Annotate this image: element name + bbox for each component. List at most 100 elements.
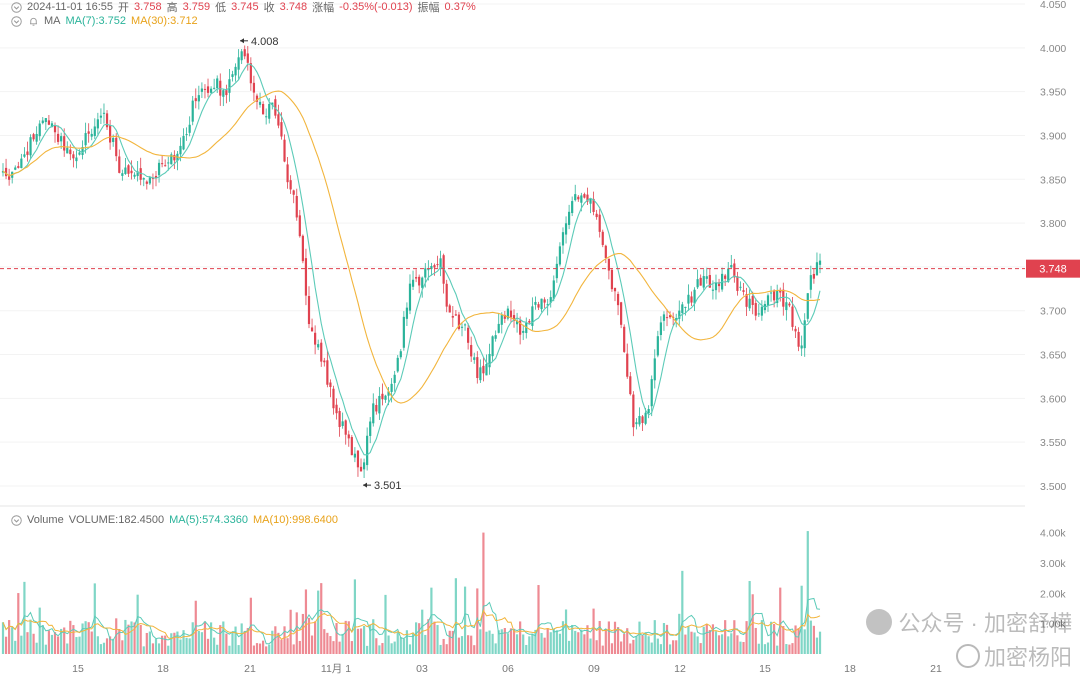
candle-body — [571, 201, 574, 214]
candle-body — [479, 367, 482, 381]
volume-bar — [690, 631, 693, 654]
candle-body — [115, 137, 118, 157]
candle-body — [500, 315, 503, 325]
volume-bar — [124, 619, 127, 654]
alert-bell-icon[interactable] — [27, 15, 39, 27]
time-tick-label: 15 — [72, 663, 84, 675]
volume-bar — [381, 643, 384, 654]
volume-bar — [705, 623, 708, 654]
volume-bar — [730, 633, 733, 654]
candle-body — [78, 152, 81, 155]
candle-body — [727, 268, 730, 282]
volume-bar — [314, 621, 317, 654]
candle-body — [515, 320, 519, 325]
ma-indicator-name[interactable]: MA — [44, 15, 61, 27]
volume-bar — [540, 633, 543, 654]
candle-body — [8, 176, 11, 180]
volume-bar — [194, 600, 197, 654]
volume-bar — [139, 624, 142, 654]
volume-bar — [574, 630, 577, 654]
volume-bar — [418, 623, 421, 654]
volume-bar — [519, 621, 522, 654]
change-label: 涨幅 — [312, 2, 335, 14]
volume-bar — [815, 637, 819, 654]
volume-bar — [372, 619, 375, 654]
candle-body — [485, 363, 488, 376]
volume-bar — [727, 636, 730, 654]
volume-bar — [525, 644, 528, 654]
high-marker-arrow — [240, 38, 244, 44]
candle-body — [497, 323, 500, 333]
volume-bar — [623, 634, 626, 654]
volume-bar — [200, 632, 203, 654]
volume-indicator-name[interactable]: Volume — [27, 514, 64, 526]
candle-body — [788, 303, 791, 306]
candle-body — [170, 154, 173, 165]
candle-body — [577, 196, 580, 200]
volume-bar — [399, 637, 402, 654]
candle-body — [687, 294, 690, 304]
volume-bar — [286, 638, 289, 654]
candle-body — [757, 313, 760, 315]
volume-bar — [347, 621, 350, 654]
time-tick-label: 21 — [244, 663, 256, 675]
candle-body — [809, 275, 812, 290]
volume-bar — [647, 636, 650, 654]
volume-bar — [63, 627, 66, 654]
volume-bar — [736, 635, 739, 654]
volume-bar — [280, 639, 283, 654]
volume-bar — [161, 635, 164, 654]
open-value: 3.758 — [134, 1, 162, 13]
volume-bar — [696, 636, 699, 654]
time-tick-label: 03 — [416, 663, 428, 675]
candle-body — [301, 235, 304, 262]
candle-body — [696, 279, 699, 288]
candle-body — [754, 303, 757, 316]
volume-bar — [390, 643, 393, 654]
collapse-chevron-icon[interactable] — [10, 514, 22, 526]
candle-body — [632, 394, 635, 428]
bar-datetime: 2024-11-01 16:55 — [27, 1, 114, 13]
volume-bar — [14, 640, 17, 654]
candle-body — [418, 276, 421, 286]
candle-body — [240, 51, 243, 61]
candle-body — [258, 101, 262, 105]
ma30-value: MA(30):3.712 — [131, 15, 198, 27]
candle-body — [555, 263, 558, 279]
candle-body — [656, 336, 659, 356]
volume-bar — [1, 622, 5, 654]
volume-bar — [384, 594, 387, 654]
volume-bar — [393, 641, 396, 654]
volume-bar — [53, 632, 57, 654]
candle-body — [629, 376, 632, 395]
volume-bar — [451, 630, 454, 654]
candle-body — [408, 283, 412, 311]
candle-body — [641, 416, 644, 423]
candle-body — [99, 115, 103, 118]
candle-body — [803, 320, 806, 349]
volume-bar — [292, 644, 295, 654]
candle-body — [751, 296, 754, 305]
volume-bar — [8, 620, 11, 654]
collapse-chevron-icon[interactable] — [10, 1, 22, 13]
candle-body — [75, 157, 78, 162]
collapse-chevron-icon[interactable] — [10, 15, 22, 27]
volume-bar — [678, 613, 681, 654]
candle-body — [69, 149, 72, 155]
volume-bar — [234, 626, 237, 654]
candle-body — [136, 171, 139, 177]
volume-bar — [638, 621, 641, 654]
volume-bar — [99, 644, 103, 654]
candle-body — [776, 290, 779, 303]
candle-body — [369, 421, 372, 436]
volume-bar — [537, 585, 540, 654]
volume-bar — [494, 643, 497, 654]
volume-bar — [268, 644, 271, 654]
watermark-text-2: 加密杨阳 — [983, 645, 1072, 670]
candle-body — [84, 133, 87, 146]
candle-body — [815, 262, 819, 276]
volume-bar — [460, 636, 464, 654]
time-tick-label: 18 — [844, 663, 856, 675]
candle-body — [442, 255, 445, 284]
volume-bar — [228, 645, 231, 654]
